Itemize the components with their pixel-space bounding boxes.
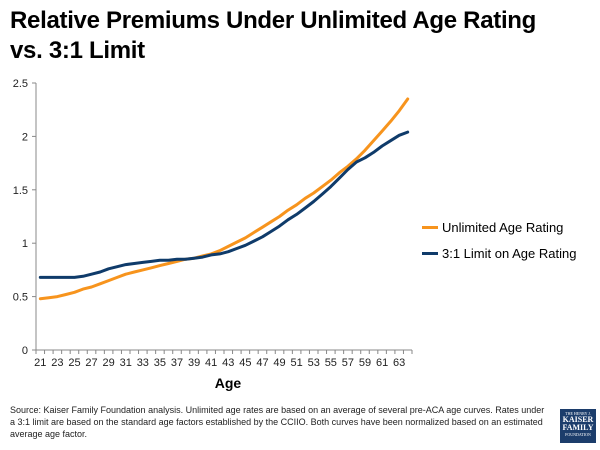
x-tick-label: 51: [291, 357, 303, 369]
x-tick-label: 31: [120, 357, 132, 369]
logo-line2b: FAMILY: [562, 423, 594, 432]
x-tick-label: 43: [222, 357, 234, 369]
x-tick-label: 63: [393, 357, 405, 369]
line-chart: 0 0.5 1 1.5 2 2.5 21 23 25 27 29 31 33 35 37 39 41 43 45 4…: [13, 78, 413, 391]
x-tick-label: 59: [359, 357, 371, 369]
y-tick-label: 1.5: [13, 185, 28, 197]
y-tick-label: 0.5: [13, 292, 28, 304]
x-tick-label: 39: [188, 357, 200, 369]
x-tick-label: 29: [103, 357, 115, 369]
x-tick-label: 37: [171, 357, 183, 369]
legend-label-limit: 3:1 Limit on Age Rating: [442, 245, 577, 261]
logo-line1: THE HENRY J.: [565, 411, 591, 416]
legend-swatch-unlimited: [422, 225, 438, 229]
source-note: Source: Kaiser Family Foundation analysi…: [10, 405, 545, 439]
logo-line2a: KAISER: [562, 415, 594, 424]
logo-line3: FOUNDATION: [565, 432, 591, 437]
x-tick-label: 23: [51, 357, 63, 369]
x-tick-label: 57: [342, 357, 354, 369]
x-tick-label: 49: [273, 357, 285, 369]
x-tick-label: 47: [256, 357, 268, 369]
kff-logo: THE HENRY J. KAISER FAMILY FOUNDATION: [560, 409, 596, 443]
y-axis-ticks: 0 0.5 1 1.5 2 2.5: [13, 78, 36, 357]
x-axis-ticks: 21 23 25 27 29 31 33 35 37 39 41 43 45 47 49 51 53 55 57 59…: [34, 350, 413, 369]
x-tick-label: 55: [325, 357, 337, 369]
x-tick-label: 27: [85, 357, 97, 369]
x-tick-label: 61: [376, 357, 388, 369]
x-tick-label: 41: [205, 357, 217, 369]
x-tick-label: 45: [239, 357, 251, 369]
y-tick-label: 2: [22, 131, 28, 143]
x-tick-label: 35: [154, 357, 166, 369]
series-line-3to1-limit: [38, 130, 410, 279]
legend: Unlimited Age Rating 3:1 Limit on Age Ra…: [422, 214, 576, 266]
y-tick-label: 1: [22, 238, 28, 250]
y-tick-label: 0: [22, 345, 28, 357]
x-tick-label: 53: [308, 357, 320, 369]
legend-label-unlimited: Unlimited Age Rating: [442, 219, 564, 235]
x-tick-label: 33: [137, 357, 149, 369]
legend-item-unlimited: Unlimited Age Rating: [422, 214, 576, 240]
series-line-unlimited: [38, 97, 410, 301]
legend-swatch-limit: [422, 251, 438, 255]
x-axis-title: Age: [215, 375, 242, 391]
x-tick-label: 21: [34, 357, 46, 369]
legend-item-limit: 3:1 Limit on Age Rating: [422, 240, 576, 266]
series-group: [38, 97, 410, 301]
y-tick-label: 2.5: [13, 78, 28, 90]
chart-title: Relative Premiums Under Unlimited Age Ra…: [10, 7, 537, 64]
x-tick-label: 25: [68, 357, 80, 369]
